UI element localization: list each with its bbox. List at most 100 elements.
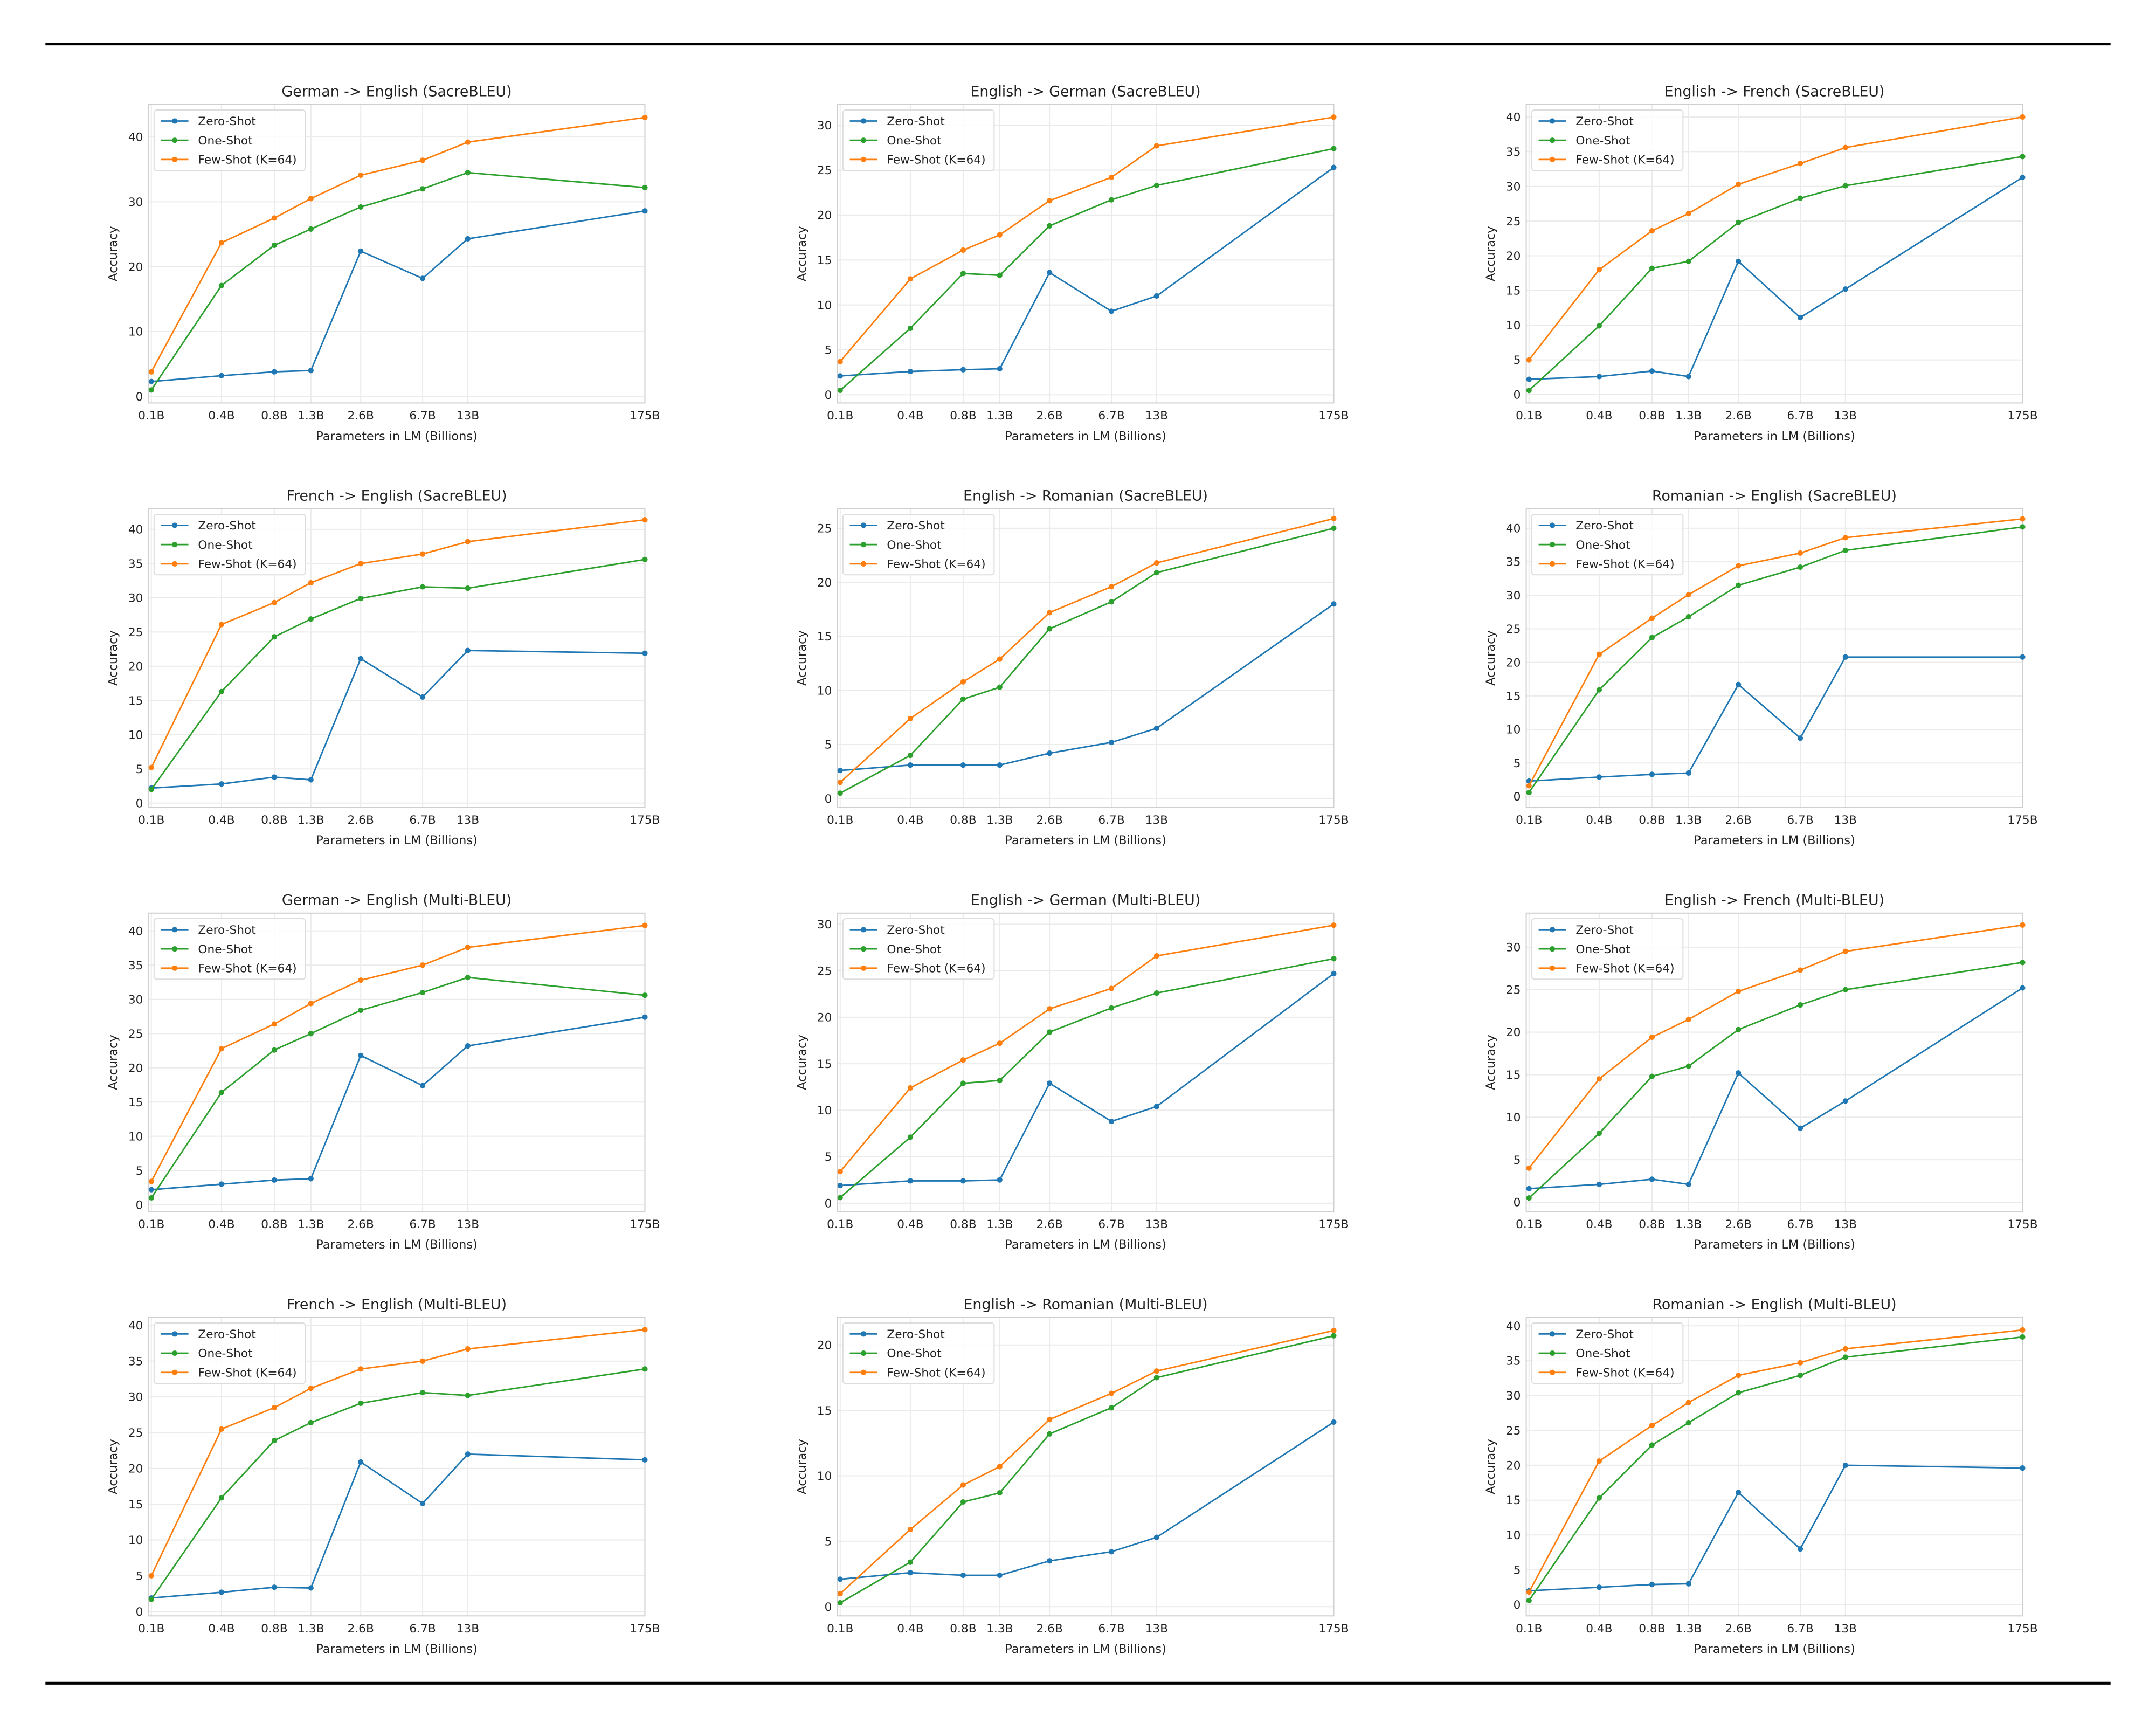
data-point xyxy=(419,1500,426,1506)
series-line xyxy=(1528,924,2023,1169)
data-point xyxy=(148,378,154,384)
series-line xyxy=(839,1329,1334,1595)
legend-marker xyxy=(1549,522,1556,528)
series-line xyxy=(1528,1336,2023,1601)
data-point xyxy=(1108,599,1115,605)
x-tick-label: 0.4B xyxy=(1586,409,1612,423)
data-point xyxy=(271,369,278,375)
y-tick-label: 30 xyxy=(128,1391,143,1404)
y-tick-label: 0 xyxy=(1514,1196,1521,1210)
x-tick-label: 13B xyxy=(457,1622,479,1636)
data-point xyxy=(1108,985,1115,991)
data-point xyxy=(1649,228,1655,234)
legend: Zero-Shot One-Shot Few-Shot (K=64) xyxy=(842,109,995,171)
data-point xyxy=(1526,789,1532,796)
legend-marker xyxy=(860,561,867,567)
data-point xyxy=(465,945,471,950)
data-point xyxy=(997,272,1003,278)
data-point xyxy=(1596,1181,1602,1187)
y-tick-label: 25 xyxy=(817,964,832,978)
y-tick-label: 5 xyxy=(1514,1154,1521,1167)
y-axis-label: Accuracy xyxy=(106,630,120,685)
data-point xyxy=(997,1177,1003,1183)
data-point xyxy=(960,1057,966,1063)
x-tick-label: 0.8B xyxy=(261,409,287,423)
data-point xyxy=(1685,210,1691,217)
data-point xyxy=(308,777,314,783)
x-tick-label: 1.3B xyxy=(298,1622,324,1636)
y-tick-label: 20 xyxy=(128,660,143,673)
series-line xyxy=(840,1421,1335,1580)
y-tick-label: 10 xyxy=(1506,723,1521,737)
axes-frame xyxy=(148,104,646,404)
x-axis-label: Parameters in LM (Billions) xyxy=(1005,1642,1166,1656)
data-point xyxy=(271,1584,278,1590)
data-point xyxy=(2020,1334,2026,1340)
y-tick-label: 0 xyxy=(1514,1598,1521,1612)
x-tick-label: 175B xyxy=(1318,814,1349,827)
series-line xyxy=(1528,518,2023,787)
legend-marker xyxy=(1549,1350,1556,1356)
data-point xyxy=(1685,591,1691,598)
x-tick-label: 6.7B xyxy=(409,1218,436,1231)
data-point xyxy=(960,1080,966,1086)
data-point xyxy=(358,977,364,983)
y-tick-label: 20 xyxy=(817,1011,832,1025)
legend-box xyxy=(1531,514,1684,576)
y-tick-label: 10 xyxy=(128,326,143,339)
legend: Zero-Shot One-Shot Few-Shot (K=64) xyxy=(842,1322,995,1384)
axes-frame xyxy=(1525,912,2023,1212)
data-point xyxy=(1842,1354,1848,1360)
y-tick-label: 20 xyxy=(817,209,832,223)
data-point xyxy=(1797,1002,1803,1008)
y-tick-label: 40 xyxy=(128,523,143,537)
data-point xyxy=(1596,1076,1602,1082)
x-tick-label: 2.6B xyxy=(1725,1218,1751,1231)
y-tick-label: 35 xyxy=(1506,146,1521,159)
data-point xyxy=(148,1187,154,1193)
x-tick-label: 0.1B xyxy=(827,409,853,423)
x-tick-label: 0.4B xyxy=(1586,1622,1612,1636)
legend-label: One-Shot xyxy=(887,134,941,148)
data-point xyxy=(1685,1419,1691,1426)
subplot: 0 5 10 15 20 25 30 0.1B 0.4B 0.8B 1.3B 2.6B 6.7B 13B 1… xyxy=(1484,892,2038,1252)
y-tick-label: 25 xyxy=(128,626,143,639)
series-line xyxy=(150,925,645,1182)
x-tick-label: 2.6B xyxy=(1725,409,1751,423)
data-point xyxy=(308,616,314,622)
data-point xyxy=(642,1014,648,1020)
subplot: 0 5 10 15 20 25 30 35 40 0.1B 0.4B 0.8B 1.3B 2.6B 6.7B… xyxy=(106,892,660,1252)
data-point xyxy=(465,975,471,981)
y-tick-label: 0 xyxy=(136,390,143,404)
data-point xyxy=(2020,516,2026,522)
x-axis-label: Parameters in LM (Billions) xyxy=(316,429,478,443)
x-tick-label: 6.7B xyxy=(1098,409,1124,423)
data-point xyxy=(419,157,426,163)
data-point xyxy=(465,1346,471,1352)
x-tick-label: 1.3B xyxy=(986,1218,1013,1231)
y-tick-label: 10 xyxy=(817,299,832,312)
y-tick-label: 25 xyxy=(817,164,832,177)
subplot: 0 5 10 15 20 25 30 0.1B 0.4B 0.8B 1.3B 2.6B 6.7B 13B 1… xyxy=(795,892,1349,1252)
data-point xyxy=(419,694,426,700)
y-tick-label: 30 xyxy=(1506,589,1521,603)
y-tick-label: 25 xyxy=(128,1028,143,1041)
y-axis-label: Accuracy xyxy=(795,1035,809,1090)
legend-marker xyxy=(860,156,867,163)
data-point xyxy=(837,780,843,785)
data-point xyxy=(358,172,364,178)
data-point xyxy=(960,271,966,277)
data-point xyxy=(1153,1104,1159,1109)
data-point xyxy=(1649,368,1655,374)
y-tick-label: 5 xyxy=(825,1535,832,1549)
data-point xyxy=(1047,1431,1053,1437)
data-point xyxy=(960,679,966,685)
data-point xyxy=(1153,143,1159,149)
data-point xyxy=(1047,626,1053,632)
legend-label: Few-Shot (K=64) xyxy=(1575,558,1674,571)
data-point xyxy=(358,248,364,254)
y-axis-label: Accuracy xyxy=(106,1035,120,1090)
y-axis-label: Accuracy xyxy=(1484,1035,1498,1090)
